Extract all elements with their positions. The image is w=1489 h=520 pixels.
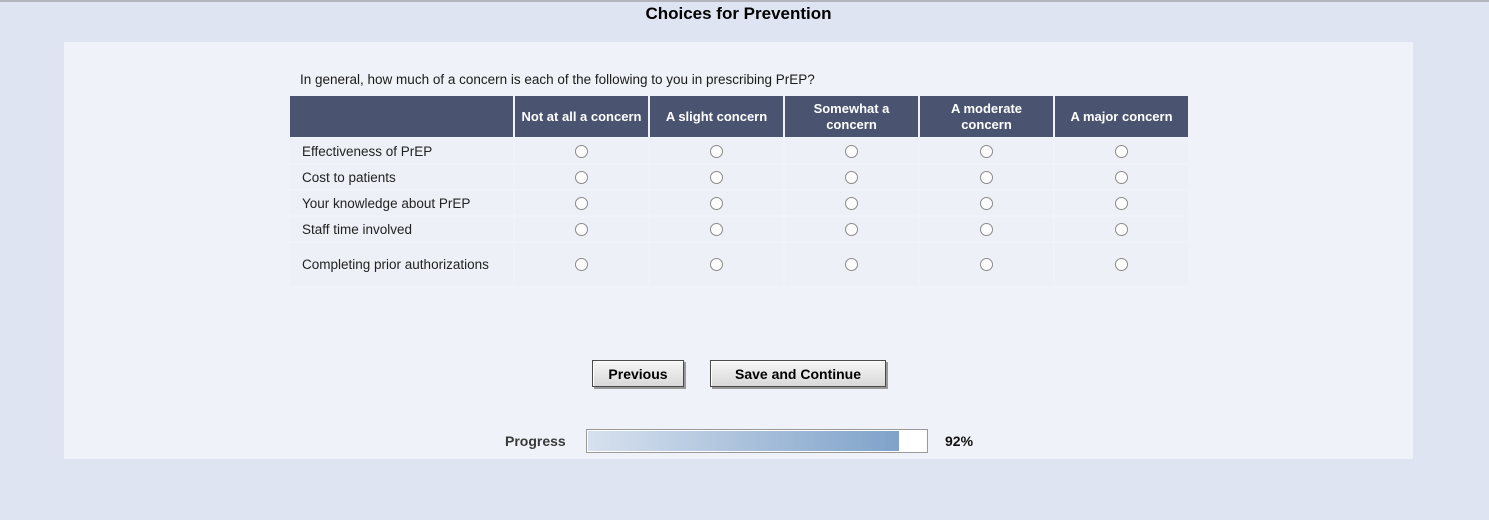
radio-cell	[1055, 165, 1188, 189]
table-header-moderate: A moderate concern	[920, 96, 1053, 137]
radio-button-knowledge-somewhat[interactable]	[845, 196, 858, 210]
radio-button-prior-auth-somewhat[interactable]	[845, 257, 858, 271]
progress-fill	[588, 431, 899, 451]
radio-button-prior-auth-major[interactable]	[1115, 257, 1128, 271]
radio-cell	[1055, 139, 1188, 163]
row-label-effectiveness: Effectiveness of PrEP	[290, 139, 513, 163]
radio-cell	[785, 217, 918, 241]
radio-button-prior-auth-moderate[interactable]	[980, 257, 993, 271]
radio-cell	[650, 243, 783, 285]
progress-label: Progress	[505, 433, 566, 449]
question-text: In general, how much of a concern is eac…	[300, 72, 815, 87]
table-header-slight: A slight concern	[650, 96, 783, 137]
radio-cell	[785, 243, 918, 285]
radio-button-staff-time-not-at-all[interactable]	[575, 222, 588, 236]
radio-button-knowledge-not-at-all[interactable]	[575, 196, 588, 210]
radio-cell	[920, 243, 1053, 285]
radio-button-knowledge-moderate[interactable]	[980, 196, 993, 210]
row-label-cost: Cost to patients	[290, 165, 513, 189]
radio-cell	[650, 191, 783, 215]
radio-button-knowledge-major[interactable]	[1115, 196, 1128, 210]
radio-cell	[515, 139, 648, 163]
radio-button-knowledge-slight[interactable]	[710, 196, 723, 210]
radio-cell	[785, 191, 918, 215]
progress-percent: 92%	[945, 433, 974, 449]
top-border-strip	[0, 0, 1489, 2]
radio-cell	[920, 217, 1053, 241]
radio-button-effectiveness-major[interactable]	[1115, 144, 1128, 158]
page-title: Choices for Prevention	[645, 4, 832, 23]
radio-button-effectiveness-slight[interactable]	[710, 144, 723, 158]
radio-cell	[650, 139, 783, 163]
radio-cell	[515, 191, 648, 215]
radio-cell	[920, 139, 1053, 163]
radio-button-cost-not-at-all[interactable]	[575, 170, 588, 184]
radio-button-cost-slight[interactable]	[710, 170, 723, 184]
radio-button-cost-somewhat[interactable]	[845, 170, 858, 184]
radio-cell	[920, 165, 1053, 189]
radio-cell	[785, 165, 918, 189]
table-header-empty	[290, 96, 513, 137]
progress-bar	[586, 429, 928, 453]
row-label-staff-time: Staff time involved	[290, 217, 513, 241]
radio-cell	[1055, 217, 1188, 241]
radio-cell	[920, 191, 1053, 215]
radio-button-staff-time-somewhat[interactable]	[845, 222, 858, 236]
save-and-continue-button[interactable]: Save and Continue	[710, 360, 886, 387]
radio-button-effectiveness-not-at-all[interactable]	[575, 144, 588, 158]
previous-button[interactable]: Previous	[592, 360, 684, 387]
table-header-not-at-all: Not at all a concern	[515, 96, 648, 137]
radio-cell	[650, 165, 783, 189]
row-label-knowledge: Your knowledge about PrEP	[290, 191, 513, 215]
radio-button-staff-time-slight[interactable]	[710, 222, 723, 236]
radio-button-prior-auth-not-at-all[interactable]	[575, 257, 588, 271]
radio-cell	[1055, 243, 1188, 285]
radio-cell	[650, 217, 783, 241]
radio-button-cost-moderate[interactable]	[980, 170, 993, 184]
table-header-somewhat: Somewhat a concern	[785, 96, 918, 137]
concern-matrix-table: Not at all a concern A slight concern So…	[290, 96, 1188, 285]
radio-cell	[1055, 191, 1188, 215]
radio-cell	[785, 139, 918, 163]
table-header-major: A major concern	[1055, 96, 1188, 137]
radio-button-effectiveness-moderate[interactable]	[980, 144, 993, 158]
radio-cell	[515, 165, 648, 189]
radio-button-staff-time-moderate[interactable]	[980, 222, 993, 236]
survey-panel: In general, how much of a concern is eac…	[64, 42, 1413, 459]
radio-cell	[515, 243, 648, 285]
radio-cell	[515, 217, 648, 241]
radio-button-prior-auth-slight[interactable]	[710, 257, 723, 271]
radio-button-cost-major[interactable]	[1115, 170, 1128, 184]
row-label-prior-authorizations: Completing prior authorizations	[290, 243, 513, 285]
radio-button-staff-time-major[interactable]	[1115, 222, 1128, 236]
radio-button-effectiveness-somewhat[interactable]	[845, 144, 858, 158]
